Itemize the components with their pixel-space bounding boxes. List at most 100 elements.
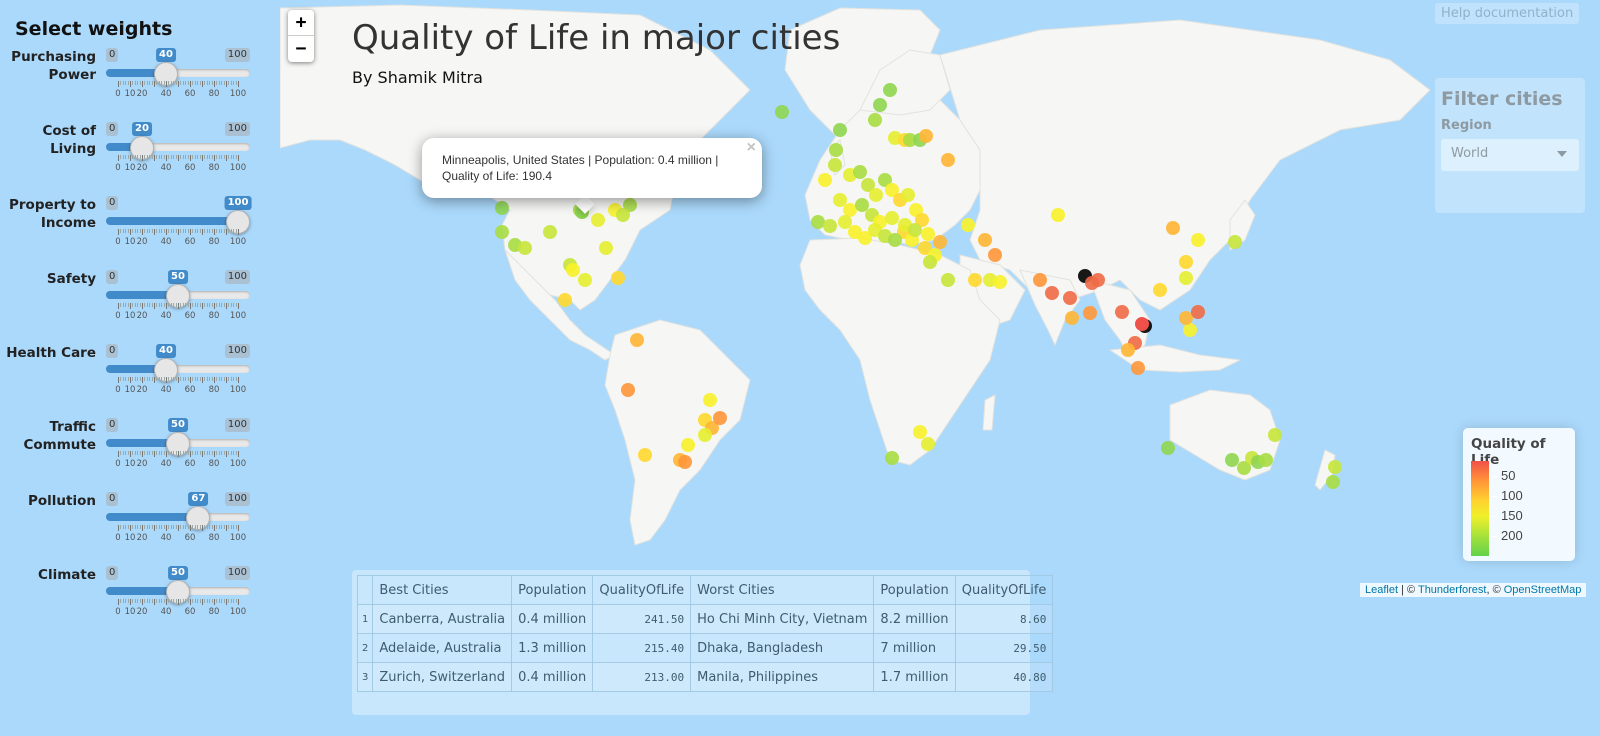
slider-track[interactable] <box>106 143 250 151</box>
city-marker[interactable] <box>681 438 695 452</box>
city-marker[interactable] <box>1063 291 1077 305</box>
city-marker[interactable] <box>933 235 947 249</box>
city-marker[interactable] <box>941 273 955 287</box>
city-marker[interactable] <box>828 158 842 172</box>
city-marker[interactable] <box>1083 306 1097 320</box>
weight-slider[interactable]: 0 100 67 0 10 20 40 60 80 100 <box>106 492 250 556</box>
city-marker[interactable] <box>941 153 955 167</box>
city-marker[interactable] <box>918 241 932 255</box>
city-marker[interactable] <box>1131 361 1145 375</box>
weight-slider[interactable]: 0 100 40 0 10 20 40 60 80 100 <box>106 48 250 112</box>
city-marker[interactable] <box>713 411 727 425</box>
city-marker[interactable] <box>1179 271 1193 285</box>
city-marker[interactable] <box>1115 305 1129 319</box>
weight-slider[interactable]: 0 100 50 0 10 20 40 60 80 100 <box>106 418 250 482</box>
city-marker[interactable] <box>1153 283 1167 297</box>
column-header[interactable] <box>356 575 374 605</box>
city-marker[interactable] <box>1135 317 1149 331</box>
city-marker[interactable] <box>678 455 692 469</box>
weight-slider[interactable]: 0 100 20 0 10 20 40 60 80 100 <box>106 122 250 186</box>
slider-track[interactable] <box>106 217 250 225</box>
city-marker[interactable] <box>1045 286 1059 300</box>
city-marker[interactable] <box>599 241 613 255</box>
city-marker[interactable] <box>811 215 825 229</box>
slider-track[interactable] <box>106 365 250 373</box>
column-header[interactable]: Best Cities <box>372 575 513 605</box>
city-marker[interactable] <box>1121 343 1135 357</box>
slider-track[interactable] <box>106 69 250 77</box>
city-marker[interactable] <box>543 225 557 239</box>
city-marker[interactable] <box>861 178 875 192</box>
city-marker[interactable] <box>1183 323 1197 337</box>
city-marker[interactable] <box>518 241 532 255</box>
city-marker[interactable] <box>838 215 852 229</box>
city-marker[interactable] <box>921 437 935 451</box>
city-marker[interactable] <box>1033 273 1047 287</box>
city-marker[interactable] <box>1191 305 1205 319</box>
city-marker[interactable] <box>1179 311 1193 325</box>
city-marker[interactable] <box>885 211 899 225</box>
city-marker[interactable] <box>1051 208 1065 222</box>
city-marker[interactable] <box>818 173 832 187</box>
weight-slider[interactable]: 0 100 50 0 10 20 40 60 80 100 <box>106 270 250 334</box>
city-marker[interactable] <box>775 105 789 119</box>
city-marker[interactable] <box>919 129 933 143</box>
city-marker[interactable] <box>1259 453 1273 467</box>
close-icon[interactable]: × <box>746 139 756 156</box>
city-marker[interactable] <box>878 173 892 187</box>
leaflet-link[interactable]: Leaflet <box>1365 584 1399 596</box>
column-header[interactable]: Population <box>873 575 956 605</box>
city-marker[interactable] <box>495 225 509 239</box>
city-marker[interactable] <box>1237 461 1251 475</box>
city-marker[interactable] <box>913 425 927 439</box>
city-marker[interactable] <box>1268 428 1282 442</box>
city-marker[interactable] <box>495 201 509 215</box>
city-marker[interactable] <box>843 203 857 217</box>
help-documentation-link[interactable]: Help documentation <box>1435 3 1580 24</box>
city-marker[interactable] <box>1191 233 1205 247</box>
city-marker[interactable] <box>853 165 867 179</box>
slider-track[interactable] <box>106 513 250 521</box>
city-marker[interactable] <box>873 98 887 112</box>
city-marker[interactable] <box>566 263 580 277</box>
city-marker[interactable] <box>1179 255 1193 269</box>
city-marker[interactable] <box>1225 453 1239 467</box>
city-marker[interactable] <box>578 273 592 287</box>
city-marker[interactable] <box>869 188 883 202</box>
column-header[interactable]: QualityOfLife <box>954 575 1054 605</box>
weight-slider[interactable]: 010010001020406080100 <box>106 196 252 260</box>
city-marker[interactable] <box>1228 235 1242 249</box>
city-marker[interactable] <box>993 275 1007 289</box>
thunderforest-link[interactable]: Thunderforest <box>1417 584 1487 596</box>
city-marker[interactable] <box>1161 441 1175 455</box>
city-marker[interactable] <box>621 383 635 397</box>
city-marker[interactable] <box>1166 221 1180 235</box>
city-marker[interactable] <box>630 333 644 347</box>
city-marker[interactable] <box>915 213 929 227</box>
city-marker[interactable] <box>923 255 937 269</box>
city-marker[interactable] <box>698 428 712 442</box>
city-marker[interactable] <box>833 123 847 137</box>
city-marker[interactable] <box>1328 460 1342 474</box>
city-marker[interactable] <box>591 213 605 227</box>
city-marker[interactable] <box>988 248 1002 262</box>
city-marker[interactable] <box>623 198 637 212</box>
weight-slider[interactable]: 0 100 40 0 10 20 40 60 80 100 <box>106 344 250 408</box>
city-marker[interactable] <box>1326 475 1340 489</box>
region-select[interactable]: World <box>1441 139 1579 171</box>
city-marker[interactable] <box>611 271 625 285</box>
city-marker[interactable] <box>703 393 717 407</box>
city-marker[interactable] <box>833 193 847 207</box>
weight-slider[interactable]: 0 100 50 0 10 20 40 60 80 100 <box>106 566 250 630</box>
city-marker[interactable] <box>901 188 915 202</box>
column-header[interactable]: Worst Cities <box>690 575 875 605</box>
city-marker[interactable] <box>823 219 837 233</box>
city-marker[interactable] <box>908 223 922 237</box>
zoom-in-button[interactable]: + <box>288 10 314 36</box>
column-header[interactable]: QualityOfLife <box>592 575 692 605</box>
city-marker[interactable] <box>888 233 902 247</box>
openstreetmap-link[interactable]: OpenStreetMap <box>1503 584 1582 596</box>
column-header[interactable]: Population <box>511 575 594 605</box>
city-marker[interactable] <box>638 448 652 462</box>
city-marker[interactable] <box>903 133 917 147</box>
